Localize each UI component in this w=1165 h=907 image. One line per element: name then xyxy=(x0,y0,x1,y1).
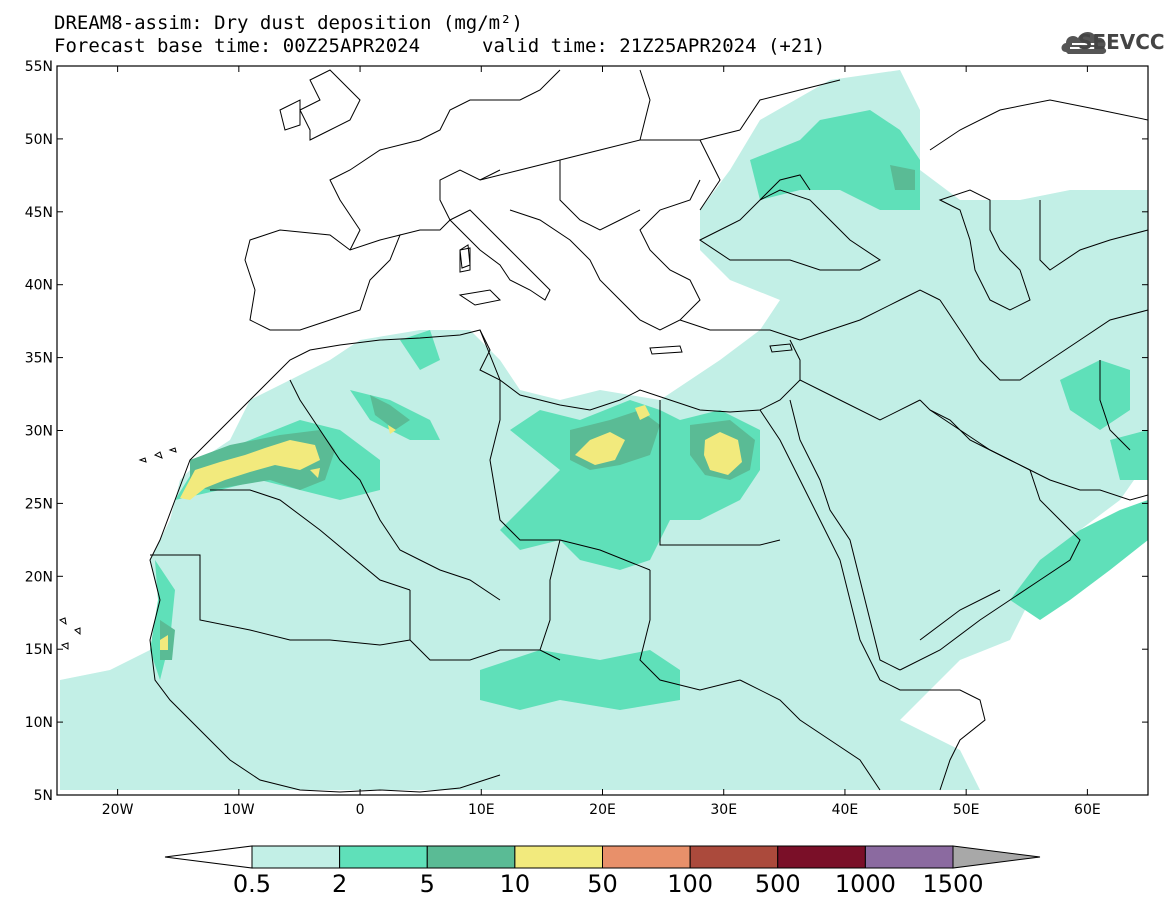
colorbar-label: 1500 xyxy=(922,870,983,898)
lat-tick-label: 40N xyxy=(25,278,53,294)
lon-tick-label: 30E xyxy=(710,802,737,818)
colorbar-segment xyxy=(689,845,779,869)
lat-tick-label: 15N xyxy=(25,642,53,658)
logo-text: SEEVCCC xyxy=(1078,30,1165,54)
colorbar-label: 10 xyxy=(500,870,531,898)
colorbar-label: 5 xyxy=(420,870,435,898)
valid-time: valid time: 21Z25APR2024 (+21) xyxy=(482,35,826,57)
map-title: DREAM8-assim: Dry dust deposition (mg/m²… xyxy=(54,12,523,34)
lat-tick-label: 50N xyxy=(25,132,53,148)
colorbar-segment xyxy=(864,845,954,869)
colorbar-label: 1000 xyxy=(835,870,896,898)
longitude-ticks: 20W 10W 0 10E 20E 30E 40E 50E 60E xyxy=(102,66,1101,818)
lat-tick-label: 35N xyxy=(25,351,53,367)
colorbar-segment xyxy=(514,845,603,869)
colorbar-segment xyxy=(339,845,428,869)
coastlines-borders xyxy=(58,69,1148,793)
lon-tick-label: 20W xyxy=(102,802,134,818)
colorbar-label: 2 xyxy=(332,870,347,898)
lat-tick-label: 30N xyxy=(25,424,53,440)
lat-tick-label: 5N xyxy=(34,788,53,804)
lat-tick-label: 10N xyxy=(25,715,53,731)
dust-level-10-50 xyxy=(160,405,742,650)
colorbar-segment xyxy=(602,845,691,869)
colorbar-label: 50 xyxy=(587,870,618,898)
colorbar-label: 100 xyxy=(667,870,713,898)
colorbar-upper-extension xyxy=(952,845,1041,869)
lon-tick-label: 0 xyxy=(356,802,365,818)
colorbar-lower-extension xyxy=(164,845,253,869)
lon-tick-label: 40E xyxy=(832,802,859,818)
dust-field xyxy=(60,70,1148,790)
colorbar-segment xyxy=(426,845,516,869)
lat-tick-label: 55N xyxy=(25,59,53,75)
colorbar-segment xyxy=(251,845,341,869)
colorbar-label: 0.5 xyxy=(233,870,271,898)
lon-tick-label: 10E xyxy=(468,802,495,818)
latitude-ticks: 55N 50N 45N 40N 35N 30N 25N 20N 15N 10N 5N xyxy=(25,59,1148,804)
lat-tick-label: 45N xyxy=(25,205,53,221)
colorbar-label: 500 xyxy=(755,870,801,898)
colorbar: 0.5 2 5 10 50 100 500 1000 1500 xyxy=(164,845,1041,898)
cloud-logo-icon xyxy=(1061,32,1107,54)
forecast-base-time: Forecast base time: 00Z25APR2024 xyxy=(54,35,421,57)
lon-tick-label: 20E xyxy=(589,802,616,818)
colorbar-segment xyxy=(777,845,866,869)
lon-tick-label: 50E xyxy=(953,802,980,818)
lat-tick-label: 25N xyxy=(25,496,53,512)
lon-tick-label: 10W xyxy=(223,802,255,818)
lat-tick-label: 20N xyxy=(25,569,53,585)
lon-tick-label: 60E xyxy=(1074,802,1101,818)
